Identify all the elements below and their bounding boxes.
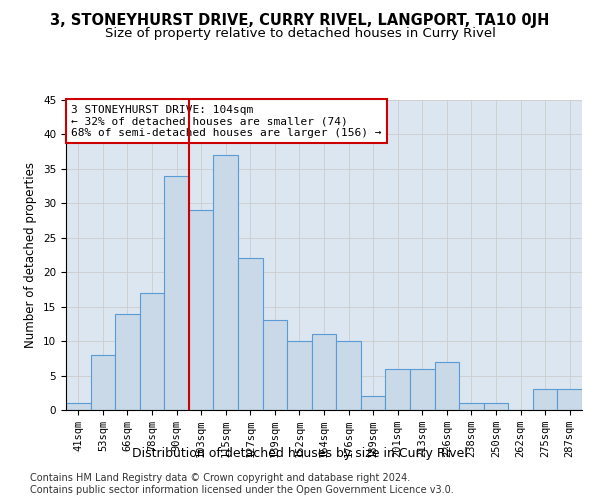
Bar: [557, 390, 582, 410]
Bar: [312, 334, 336, 410]
Text: Distribution of detached houses by size in Curry Rivel: Distribution of detached houses by size …: [132, 448, 468, 460]
Bar: [238, 258, 263, 410]
Bar: [66, 403, 91, 410]
Bar: [287, 341, 312, 410]
Bar: [214, 155, 238, 410]
Bar: [533, 390, 557, 410]
Text: Contains HM Land Registry data © Crown copyright and database right 2024.
Contai: Contains HM Land Registry data © Crown c…: [30, 474, 454, 495]
Bar: [361, 396, 385, 410]
Bar: [336, 341, 361, 410]
Bar: [459, 403, 484, 410]
Text: 3 STONEYHURST DRIVE: 104sqm
← 32% of detached houses are smaller (74)
68% of sem: 3 STONEYHURST DRIVE: 104sqm ← 32% of det…: [71, 104, 382, 138]
Text: 3, STONEYHURST DRIVE, CURRY RIVEL, LANGPORT, TA10 0JH: 3, STONEYHURST DRIVE, CURRY RIVEL, LANGP…: [50, 12, 550, 28]
Bar: [91, 355, 115, 410]
Bar: [484, 403, 508, 410]
Y-axis label: Number of detached properties: Number of detached properties: [25, 162, 37, 348]
Bar: [140, 293, 164, 410]
Bar: [385, 368, 410, 410]
Bar: [263, 320, 287, 410]
Bar: [164, 176, 189, 410]
Bar: [189, 210, 214, 410]
Text: Size of property relative to detached houses in Curry Rivel: Size of property relative to detached ho…: [104, 28, 496, 40]
Bar: [434, 362, 459, 410]
Bar: [115, 314, 140, 410]
Bar: [410, 368, 434, 410]
